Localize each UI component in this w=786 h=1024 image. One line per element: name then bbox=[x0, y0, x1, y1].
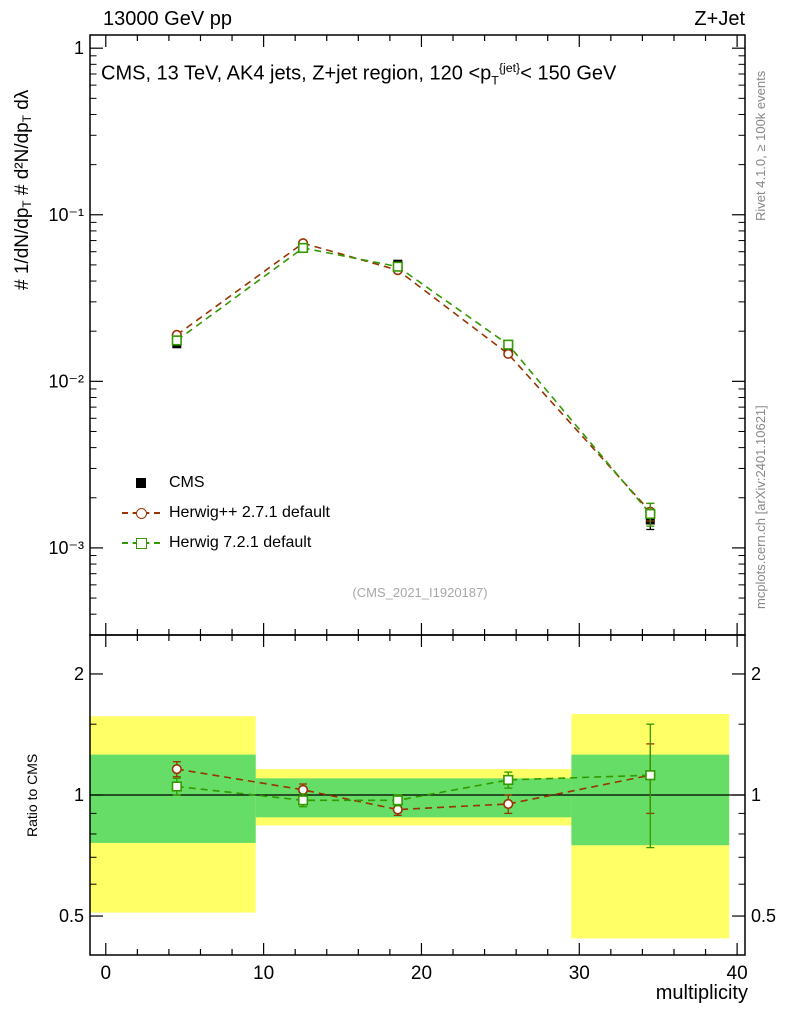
collision-energy-label: 13000 GeV pp bbox=[103, 8, 232, 30]
svg-text:30: 30 bbox=[569, 963, 590, 984]
svg-text:1: 1 bbox=[74, 785, 84, 805]
svg-text:10: 10 bbox=[253, 963, 274, 984]
svg-text:0.5: 0.5 bbox=[59, 906, 84, 926]
open-circle-icon bbox=[136, 508, 147, 519]
svg-text:10⁻¹: 10⁻¹ bbox=[48, 205, 84, 225]
series-herwig-7-2-1-default bbox=[171, 242, 656, 527]
x-axis-label: multiplicity bbox=[655, 982, 748, 1004]
svg-text:10⁻³: 10⁻³ bbox=[48, 538, 84, 558]
filled-square-icon bbox=[136, 478, 146, 488]
mcplots-reference-note: mcplots.cern.ch [arXiv:2401.10621] bbox=[753, 405, 768, 610]
svg-text:0.5: 0.5 bbox=[751, 906, 776, 926]
process-label: Z+Jet bbox=[694, 8, 745, 30]
legend: CMS Herwig++ 2.7.1 default Herwig 7.2.1 … bbox=[122, 468, 330, 558]
herwig7-marker bbox=[122, 535, 160, 551]
ratio-series-herwig-7-2-1-default bbox=[171, 723, 656, 849]
svg-text:2: 2 bbox=[74, 664, 84, 684]
uncertainty-bands bbox=[90, 714, 730, 939]
herwigpp-marker bbox=[122, 505, 160, 521]
svg-text:10⁻²: 10⁻² bbox=[48, 371, 84, 391]
legend-label-herwig7: Herwig 7.2.1 default bbox=[169, 534, 312, 551]
legend-label-herwigpp: Herwig++ 2.7.1 default bbox=[169, 504, 330, 521]
axis-ticks: 0 10 20 30 40 1 10⁻¹ 10⁻² 10⁻³ 0.5 0.5 1 1 2 2 bbox=[48, 35, 776, 984]
svg-text:1: 1 bbox=[751, 785, 761, 805]
legend-item-cms: CMS bbox=[122, 468, 330, 498]
legend-item-herwigpp: Herwig++ 2.7.1 default bbox=[122, 498, 330, 528]
legend-label-cms: CMS bbox=[169, 474, 205, 491]
plot-title: CMS, 13 TeV, AK4 jets, Z+jet region, 120… bbox=[101, 61, 617, 88]
svg-text:40: 40 bbox=[727, 963, 748, 984]
svg-text:20: 20 bbox=[411, 963, 432, 984]
legend-item-herwig7: Herwig 7.2.1 default bbox=[122, 528, 330, 558]
cms-marker bbox=[122, 475, 160, 491]
svg-text:2: 2 bbox=[751, 664, 761, 684]
svg-text:0: 0 bbox=[100, 963, 111, 984]
open-square-icon bbox=[136, 538, 147, 549]
rivet-version-note: Rivet 4.1.0, ≥ 100k events bbox=[753, 70, 768, 221]
main-y-axis-label: # 1/dN/dpT # d²N/dpT dλ bbox=[12, 89, 34, 291]
svg-text:1: 1 bbox=[74, 38, 84, 58]
analysis-id-watermark: (CMS_2021_I1920187) bbox=[352, 585, 488, 600]
ratio-y-axis-label: Ratio to CMS bbox=[24, 753, 40, 837]
